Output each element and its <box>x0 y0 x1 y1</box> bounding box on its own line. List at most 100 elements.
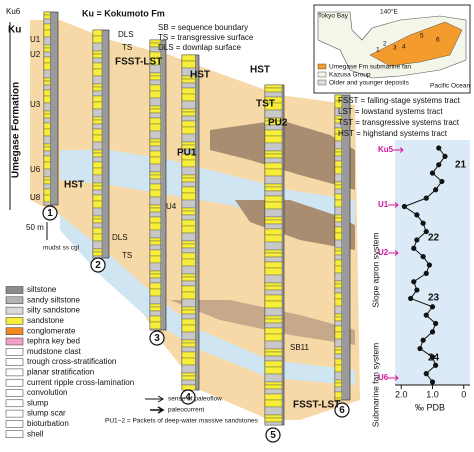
legend-swatch <box>5 378 24 387</box>
abbreviation: TS = transgressive surface <box>158 33 254 42</box>
annotation: TS <box>122 251 132 260</box>
bed <box>264 183 283 188</box>
pdb-point <box>436 145 442 151</box>
bed <box>181 82 196 89</box>
bed <box>92 57 103 64</box>
system-label: Submarine fan system <box>370 343 380 428</box>
bed <box>264 208 283 218</box>
bed <box>149 282 161 290</box>
bed <box>181 324 196 333</box>
bed <box>181 177 196 183</box>
bed <box>264 168 283 177</box>
bed <box>181 342 196 348</box>
bed <box>334 265 342 274</box>
bed <box>334 140 342 150</box>
horizon-arrow <box>388 250 399 256</box>
bed <box>264 355 283 362</box>
legend-label: sandstone <box>27 316 64 325</box>
bed <box>334 325 342 333</box>
legend-swatch <box>5 399 24 408</box>
bed <box>264 175 283 185</box>
bed <box>181 210 196 216</box>
annotation: TS <box>122 43 132 52</box>
bed <box>181 276 196 282</box>
bed <box>264 201 283 210</box>
bed <box>181 273 196 278</box>
paleoflow-icon <box>145 395 164 403</box>
bed <box>43 146 51 152</box>
bed <box>43 77 51 82</box>
bed <box>149 262 161 272</box>
sequence-label: 21 <box>455 160 467 171</box>
bed <box>181 120 196 128</box>
annotation: FSST-LST <box>115 57 162 68</box>
bed <box>264 252 283 258</box>
legend-label: trough cross-stratification <box>27 357 116 366</box>
bed <box>43 84 51 91</box>
bed <box>181 306 196 311</box>
abbreviation: SB = sequence boundary <box>158 23 248 32</box>
bed <box>334 272 342 282</box>
bed <box>181 309 196 315</box>
tract-abbreviation: HST = highstand systems tract <box>338 129 448 138</box>
bed <box>264 256 283 263</box>
pdb-point <box>429 354 436 360</box>
bed <box>264 274 283 284</box>
bed <box>334 292 342 300</box>
bed <box>149 196 161 206</box>
column-marker <box>265 427 281 443</box>
legend-swatch <box>5 327 24 335</box>
unit-label: U1 <box>30 35 41 44</box>
bed <box>334 214 342 219</box>
legend-swatch <box>5 286 24 294</box>
bed <box>149 255 161 264</box>
legend-label: sense of paleoflow <box>168 396 222 403</box>
bed <box>181 331 196 341</box>
map-label: 140°E <box>380 8 398 16</box>
legend-swatch <box>5 368 24 377</box>
horizon-label: Ku5 <box>378 145 394 154</box>
bed <box>264 87 283 93</box>
bed <box>92 83 103 88</box>
bed <box>149 328 161 331</box>
bed <box>149 244 161 251</box>
bed <box>43 80 51 86</box>
bed <box>92 194 103 202</box>
legend-label: slump <box>27 398 49 407</box>
bed <box>334 358 342 366</box>
pdb-point <box>429 379 436 385</box>
bed <box>181 111 196 117</box>
bed <box>264 307 283 317</box>
bed <box>149 321 161 330</box>
map-site: 2 <box>383 41 387 48</box>
column-number: 5 <box>270 430 276 441</box>
pdb-point <box>420 254 426 260</box>
bed <box>264 157 283 164</box>
bed <box>334 338 342 348</box>
bed <box>149 138 161 143</box>
bed <box>149 108 161 114</box>
bed <box>43 128 51 137</box>
annotation: PU1 <box>177 148 197 159</box>
bed <box>149 150 161 158</box>
bed <box>264 135 283 144</box>
lithology-axis: mudst ss cgl <box>43 245 80 252</box>
bed <box>149 229 161 239</box>
bed <box>43 47 51 53</box>
legend-label: silty sandstone <box>27 306 80 315</box>
bed <box>92 149 103 154</box>
bed <box>149 178 161 185</box>
legend-label: mudstone clast <box>27 347 82 356</box>
bed <box>334 259 342 267</box>
legend-swatch <box>5 296 24 305</box>
bed <box>181 54 196 62</box>
bed <box>149 183 161 191</box>
bed <box>264 195 283 203</box>
annotation: FSST-LST <box>293 400 340 411</box>
bed <box>149 222 161 231</box>
bed <box>334 184 342 190</box>
bed <box>92 240 103 250</box>
bed <box>334 280 342 285</box>
bed <box>92 251 103 257</box>
bed <box>334 287 342 294</box>
